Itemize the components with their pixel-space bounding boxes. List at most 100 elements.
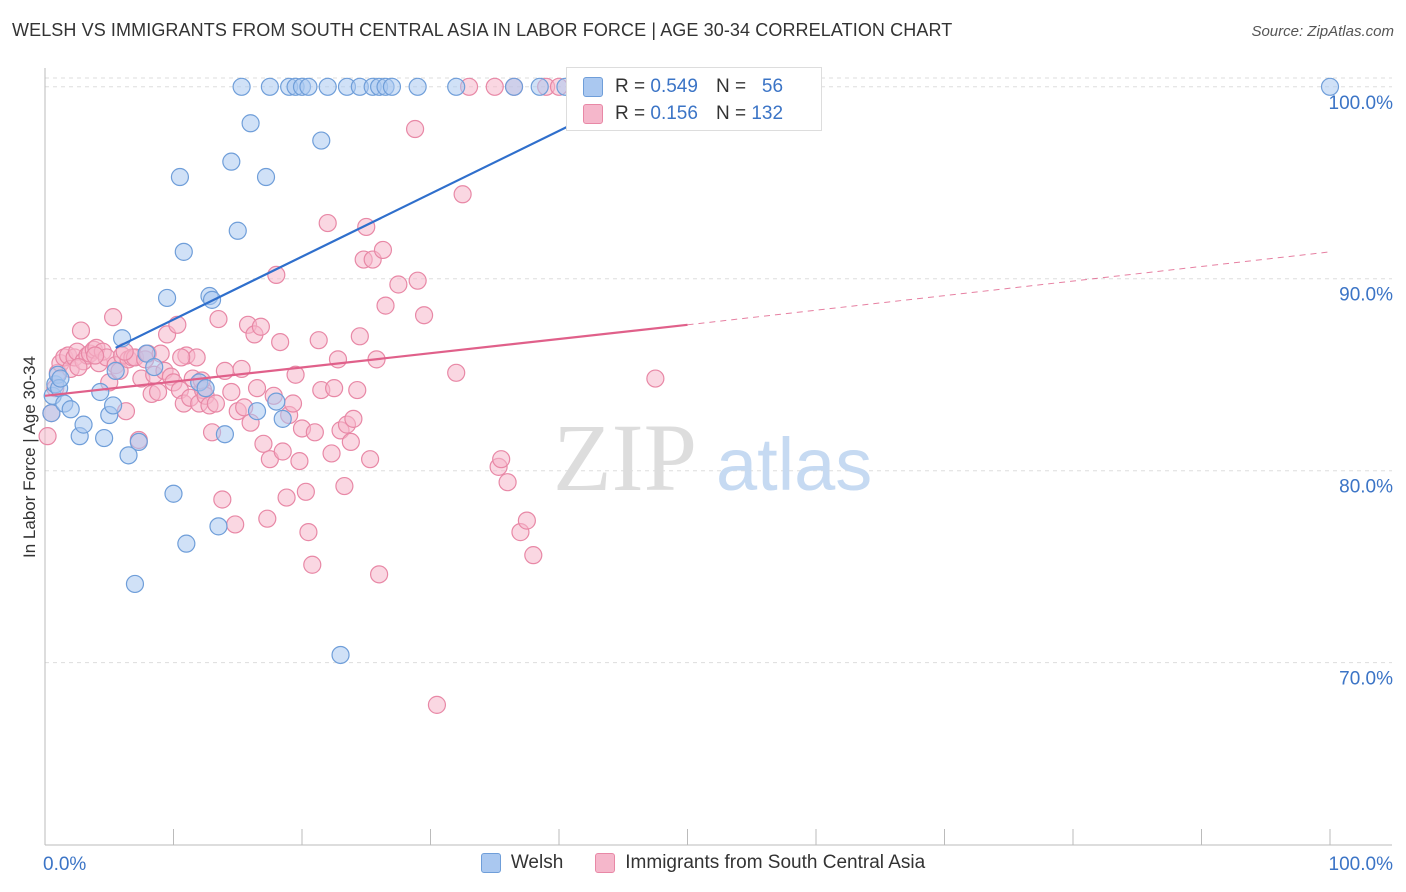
stats-row-welsh: R = 0.549 N = 56 [583, 74, 783, 100]
immigrants-point [376, 296, 395, 315]
immigrants-point [309, 331, 328, 350]
immigrants-point [414, 306, 434, 325]
legend-label-welsh: Welsh [510, 852, 564, 873]
immigrants-point [69, 357, 88, 377]
immigrants-point [453, 185, 472, 204]
welsh-point [256, 167, 276, 187]
r-value: 0.549 [650, 76, 698, 97]
x-tick-label: 0.0% [43, 854, 86, 875]
welsh-point [157, 288, 177, 308]
immigrants-point [104, 308, 123, 327]
welsh-point [137, 344, 156, 363]
immigrants-point [427, 695, 447, 714]
immigrants-trend-line [44, 323, 688, 397]
immigrants-point [373, 240, 393, 260]
immigrants-point [517, 511, 536, 530]
immigrants-point [322, 444, 341, 463]
immigrants-point [209, 309, 228, 329]
y-axis-label: In Labor Force | Age 30-34 [20, 356, 39, 558]
r-value: 0.156 [650, 103, 698, 124]
immigrants-point [348, 380, 367, 400]
immigrants-point [271, 332, 290, 352]
data-points [38, 77, 1340, 714]
immigrants-point [447, 363, 466, 382]
immigrants-point [213, 490, 232, 509]
immigrants-point [303, 555, 322, 574]
welsh-point [215, 425, 234, 444]
immigrants-point [341, 432, 360, 452]
legend-item-welsh: Welsh [480, 852, 564, 874]
welsh-point [228, 221, 247, 240]
immigrants-point [299, 523, 318, 542]
welsh-point [91, 382, 110, 402]
immigrants-point [254, 434, 273, 453]
immigrants-point [498, 473, 517, 492]
immigrants-point [405, 119, 425, 139]
y-tick-label: 70.0% [1339, 669, 1393, 690]
welsh-point [164, 484, 183, 503]
immigrants-point [247, 379, 267, 398]
welsh-point [51, 369, 70, 388]
immigrants-point [335, 476, 354, 496]
immigrants-point [646, 369, 665, 388]
x-tick-label: 100.0% [1329, 854, 1394, 875]
n-label: N = [715, 76, 747, 97]
welsh-point [299, 77, 318, 96]
immigrants-point [222, 382, 241, 402]
welsh-point [273, 409, 292, 428]
welsh-point [177, 534, 196, 553]
immigrants-point [370, 565, 389, 584]
welsh-point [222, 152, 241, 171]
immigrants-point [226, 515, 245, 534]
welsh-point [209, 517, 228, 536]
welsh-point [95, 428, 114, 448]
immigrants-point [325, 379, 344, 398]
watermark-zip: ZIP [553, 404, 697, 511]
welsh-point [61, 400, 80, 419]
immigrants-point [71, 321, 91, 340]
welsh-point [125, 574, 145, 594]
welsh-point [106, 361, 125, 380]
n-label: N = [715, 103, 747, 124]
legend-item-immigrants: Immigrants from South Central Asia [595, 852, 925, 874]
immigrants-point [485, 77, 504, 96]
immigrants-point [38, 427, 57, 446]
welsh-point [145, 357, 164, 377]
welsh-point [119, 446, 138, 465]
immigrants-point [258, 509, 277, 528]
series-legend: Welsh Immigrants from South Central Asia [0, 852, 1406, 874]
chart-title: WELSH VS IMMIGRANTS FROM SOUTH CENTRAL A… [12, 20, 953, 40]
welsh-point [232, 77, 251, 96]
welsh-point [241, 114, 260, 133]
welsh-legend-swatch [480, 853, 501, 873]
welsh-point [318, 77, 337, 96]
immigrants-point [389, 275, 408, 294]
immigrants-point [277, 488, 296, 507]
immigrants-point [350, 327, 369, 346]
trend-lines [44, 85, 1331, 397]
immigrants-point [172, 348, 191, 367]
welsh-point [129, 432, 148, 452]
immigrants-point [524, 546, 543, 565]
immigrants-point [86, 346, 105, 365]
n-value: 56 [761, 76, 784, 97]
welsh-point [447, 77, 466, 96]
y-tick-label: 80.0% [1339, 477, 1393, 498]
legend-label-immigrants: Immigrants from South Central Asia [625, 852, 926, 873]
welsh-point [1320, 77, 1340, 96]
welsh-point [170, 167, 190, 187]
immigrants-trend-extension [687, 251, 1331, 326]
welsh-point [267, 392, 286, 411]
welsh-point [247, 402, 267, 421]
immigrants-point [286, 365, 305, 384]
immigrants-point [187, 348, 206, 367]
immigrants-point [408, 271, 427, 290]
r-label: R = [615, 76, 646, 97]
source-credit: Source: ZipAtlas.com [1251, 23, 1394, 40]
r-label: R = [615, 103, 646, 124]
immigrants-legend-swatch [595, 853, 616, 873]
welsh-point [74, 415, 93, 434]
n-value: 132 [751, 103, 784, 124]
immigrants-point [328, 350, 348, 369]
